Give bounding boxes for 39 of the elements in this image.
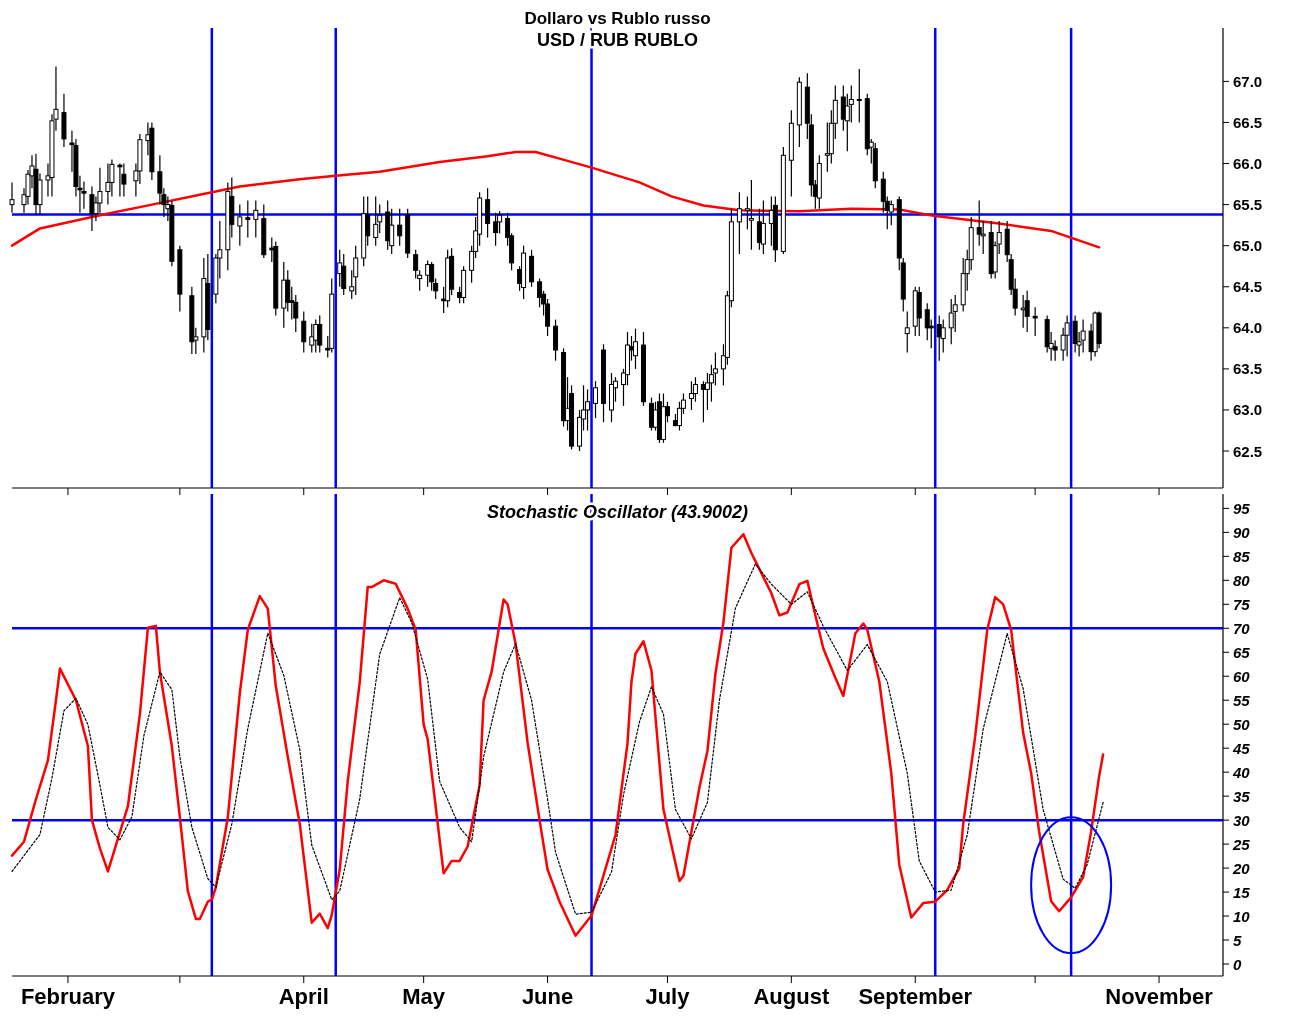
y-tick-label: 5: [1233, 931, 1242, 949]
x-tick-label: September: [858, 984, 973, 1009]
y-tick-label: 62.5: [1233, 442, 1263, 460]
y-tick-label: 64.5: [1233, 278, 1263, 296]
y-tick-label: 66.0: [1233, 155, 1263, 173]
y-tick-label: 50: [1233, 715, 1251, 733]
x-tick-label: February: [20, 984, 116, 1009]
y-tick-label: 0: [1233, 955, 1242, 973]
y-tick-label: 70: [1233, 619, 1251, 637]
y-tick-label: 10: [1233, 907, 1251, 925]
x-tick-label: November: [1105, 984, 1214, 1009]
y-tick-label: 25: [1232, 835, 1251, 853]
y-tick-label: 75: [1233, 595, 1251, 613]
x-tick-label: July: [645, 984, 691, 1009]
chart-title: Dollaro vs Rublo russo: [524, 9, 711, 28]
x-tick-label: May: [402, 984, 446, 1009]
y-tick-label: 65.5: [1233, 196, 1263, 214]
x-tick-label: August: [753, 984, 830, 1009]
y-tick-label: 45: [1232, 739, 1251, 757]
y-tick-label: 63.5: [1233, 360, 1263, 378]
y-tick-label: 66.5: [1233, 113, 1263, 131]
y-tick-label: 63.0: [1233, 401, 1263, 419]
y-tick-label: 35: [1233, 787, 1251, 805]
y-tick-label: 65.0: [1233, 237, 1263, 255]
x-tick-label: April: [278, 984, 329, 1009]
y-tick-label: 40: [1232, 763, 1251, 781]
y-tick-label: 95: [1233, 499, 1251, 517]
y-tick-label: 60: [1233, 667, 1251, 685]
y-tick-label: 67.0: [1233, 72, 1263, 90]
y-tick-label: 55: [1233, 691, 1251, 709]
y-tick-label: 90: [1233, 523, 1251, 541]
y-tick-label: 20: [1232, 859, 1251, 877]
y-tick-label: 30: [1233, 811, 1251, 829]
y-tick-label: 65: [1233, 643, 1251, 661]
y-tick-label: 64.0: [1233, 319, 1263, 337]
y-tick-label: 15: [1233, 883, 1251, 901]
x-tick-label: June: [521, 984, 574, 1009]
y-tick-label: 85: [1233, 547, 1251, 565]
y-tick-label: 80: [1233, 571, 1251, 589]
